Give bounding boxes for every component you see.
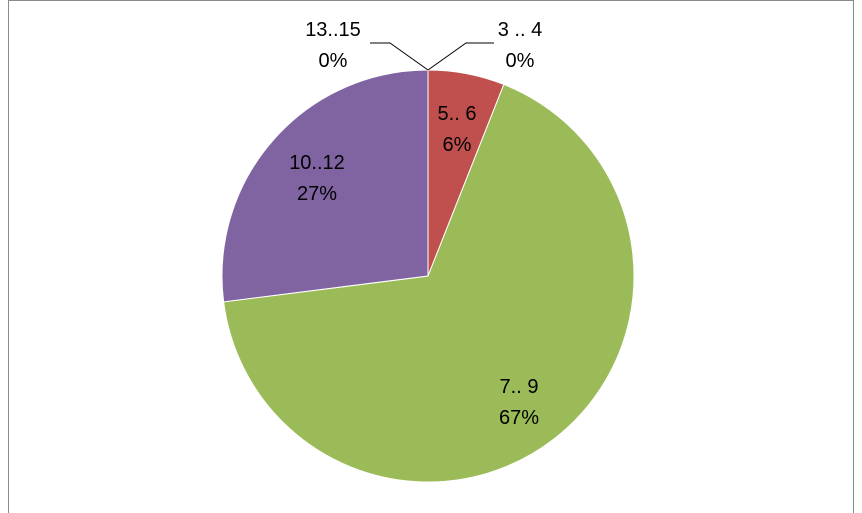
slice-percent-label: 27% xyxy=(297,183,337,205)
slice-percent-label: 0% xyxy=(506,50,535,72)
slice-percent-label: 0% xyxy=(319,50,348,72)
data-labels: 3 .. 4 0% 5.. 6 6% 7.. 9 67% 10..12 27% 13..15 0% xyxy=(289,19,542,429)
leader-line-5 xyxy=(370,42,429,71)
slice-category-label: 5.. 6 xyxy=(438,103,477,125)
slice-category-label: 13..15 xyxy=(305,19,361,41)
pie-slices xyxy=(221,69,635,483)
slice-category-label: 10..12 xyxy=(289,152,345,174)
slice-percent-label: 67% xyxy=(499,407,539,429)
pie-slice-4 xyxy=(221,69,429,303)
leader-lines xyxy=(370,42,494,71)
slice-category-label: 3 .. 4 xyxy=(498,19,542,41)
slice-category-label: 7.. 9 xyxy=(500,376,539,398)
leader-line-1 xyxy=(427,42,494,71)
slice-percent-label: 6% xyxy=(443,134,472,156)
pie-slice-3 xyxy=(223,83,635,483)
